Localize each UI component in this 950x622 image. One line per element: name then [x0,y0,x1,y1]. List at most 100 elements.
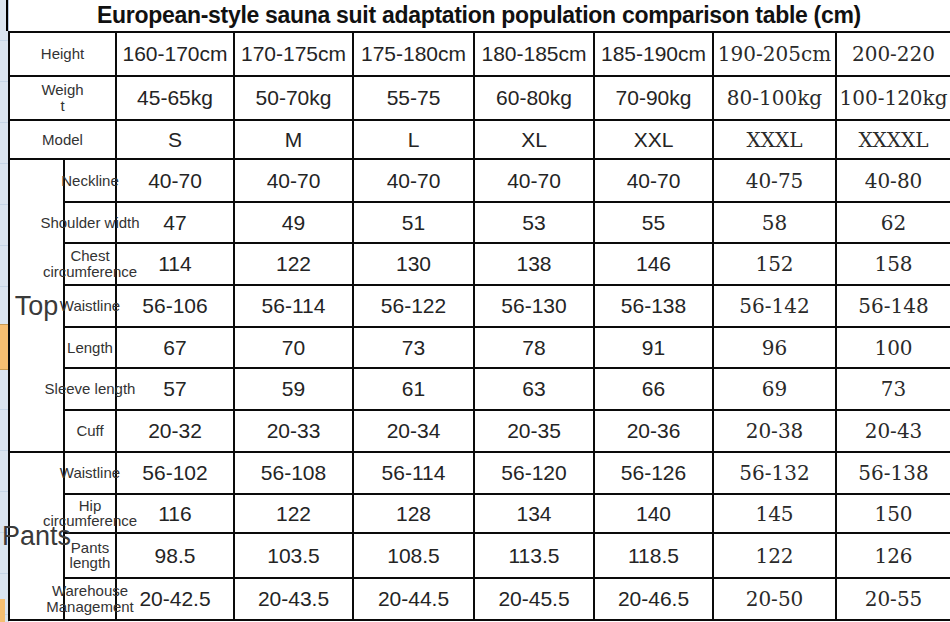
table-cell: 67 [116,327,234,368]
table-cell: 91 [594,327,713,368]
table-row: Sleeve length57596163666973 [9,368,950,410]
table-cell: 40-70 [594,159,713,202]
table-cell: 62 [836,202,950,243]
table-cell: 61 [353,368,474,410]
table-cell: 20-55 [836,578,950,620]
table-cell: 122 [234,243,353,285]
table-cell: 20-33 [234,410,353,452]
table-cell: 158 [836,243,950,285]
table-cell: 56-122 [353,285,474,327]
table-cell: 56-108 [234,452,353,494]
table-cell: 150 [836,494,950,533]
table-cell: 56-114 [234,285,353,327]
table-cell: 73 [353,327,474,368]
table-cell: 69 [713,368,836,410]
table-cell: 70-90kg [594,76,713,120]
table-cell: L [353,120,474,159]
size-chart-image: European-style sauna suit adaptation pop… [0,0,950,622]
table-cell: 59 [234,368,353,410]
table-cell: 126 [836,533,950,578]
table-cell: 140 [594,494,713,533]
table-cell: 190-205cm [713,32,836,76]
table-cell: 56-142 [713,285,836,327]
table-cell: 100-120kg [836,76,950,120]
table-row: TopNeckline40-7040-7040-7040-7040-7040-7… [9,159,950,202]
table-cell: 56-120 [474,452,594,494]
row-label-text: Weigh t [8,82,118,114]
table-cell: 20-44.5 [353,578,474,620]
table-cell: 56-102 [116,452,234,494]
row-label-weigh-t: Weigh t [9,76,116,120]
table-cell: 118.5 [594,533,713,578]
table-cell: 20-42.5 [116,578,234,620]
table-cell: 55 [594,202,713,243]
table-cell: 55-75 [353,76,474,120]
row-label-chest-circumference: Chest circumference [64,243,116,285]
table-cell: 40-70 [353,159,474,202]
table-cell: 145 [713,494,836,533]
table-cell: 50-70kg [234,76,353,120]
table-cell: 63 [474,368,594,410]
table-cell: 40-70 [234,159,353,202]
row-label-shoulder-width: Shoulder width [64,202,116,243]
table-row: Waistline56-10656-11456-12256-13056-1385… [9,285,950,327]
table-cell: 20-32 [116,410,234,452]
table-cell: 56-130 [474,285,594,327]
table-row: Shoulder width47495153555862 [9,202,950,243]
table-cell: 134 [474,494,594,533]
table-row: Warehouse Management20-42.520-43.520-44.… [9,578,950,620]
table-cell: 128 [353,494,474,533]
row-label-hip-circumference: Hip circumference [64,494,116,533]
table-cell: 40-70 [474,159,594,202]
table-cell: 45-65kg [116,76,234,120]
table-row: Hip circumference116122128134140145150 [9,494,950,533]
table-cell: 96 [713,327,836,368]
table-cell: 56-106 [116,285,234,327]
row-label-waistline: Waistline [64,285,116,327]
table-cell: 160-170cm [116,32,234,76]
table-cell: 56-132 [713,452,836,494]
table-cell: 122 [713,533,836,578]
table-cell: 98.5 [116,533,234,578]
table-cell: 20-35 [474,410,594,452]
table-cell: 152 [713,243,836,285]
row-label-cuff: Cuff [64,410,116,452]
table-row: Chest circumference114122130138146152158 [9,243,950,285]
table-cell: XXXXL [836,120,950,159]
table-cell: 20-43 [836,410,950,452]
table-cell: 66 [594,368,713,410]
table-row: Weigh t45-65kg50-70kg55-7560-80kg70-90kg… [9,76,950,120]
row-label-height: Height [9,32,116,76]
table-cell: 116 [116,494,234,533]
table-cell: 146 [594,243,713,285]
table-cell: 20-46.5 [594,578,713,620]
table-cell: 51 [353,202,474,243]
table-cell: 40-75 [713,159,836,202]
table-cell: 138 [474,243,594,285]
table-cell: S [116,120,234,159]
table-cell: 56-126 [594,452,713,494]
table-cell: 170-175cm [234,32,353,76]
table-cell: 40-80 [836,159,950,202]
table-cell: 103.5 [234,533,353,578]
table-cell: 57 [116,368,234,410]
table-cell: 113.5 [474,533,594,578]
table-row: Height160-170cm170-175cm175-180cm180-185… [9,32,950,76]
table-cell: XL [474,120,594,159]
table-cell: 20-38 [713,410,836,452]
table-cell: XXXL [713,120,836,159]
size-table: Height160-170cm170-175cm175-180cm180-185… [8,31,950,621]
table-cell: M [234,120,353,159]
table-cell: 20-43.5 [234,578,353,620]
table-cell: 108.5 [353,533,474,578]
table-row: Length677073789196100 [9,327,950,368]
table-row: Pants length98.5103.5108.5113.5118.51221… [9,533,950,578]
row-label-neckline: Neckline [64,159,116,202]
row-label-text: Model [8,132,118,148]
table-cell: 114 [116,243,234,285]
table-cell: 185-190cm [594,32,713,76]
table-cell: 56-138 [836,452,950,494]
highlight-cell-bottom [0,599,5,622]
table-cell: 180-185cm [474,32,594,76]
table-cell: 20-36 [594,410,713,452]
